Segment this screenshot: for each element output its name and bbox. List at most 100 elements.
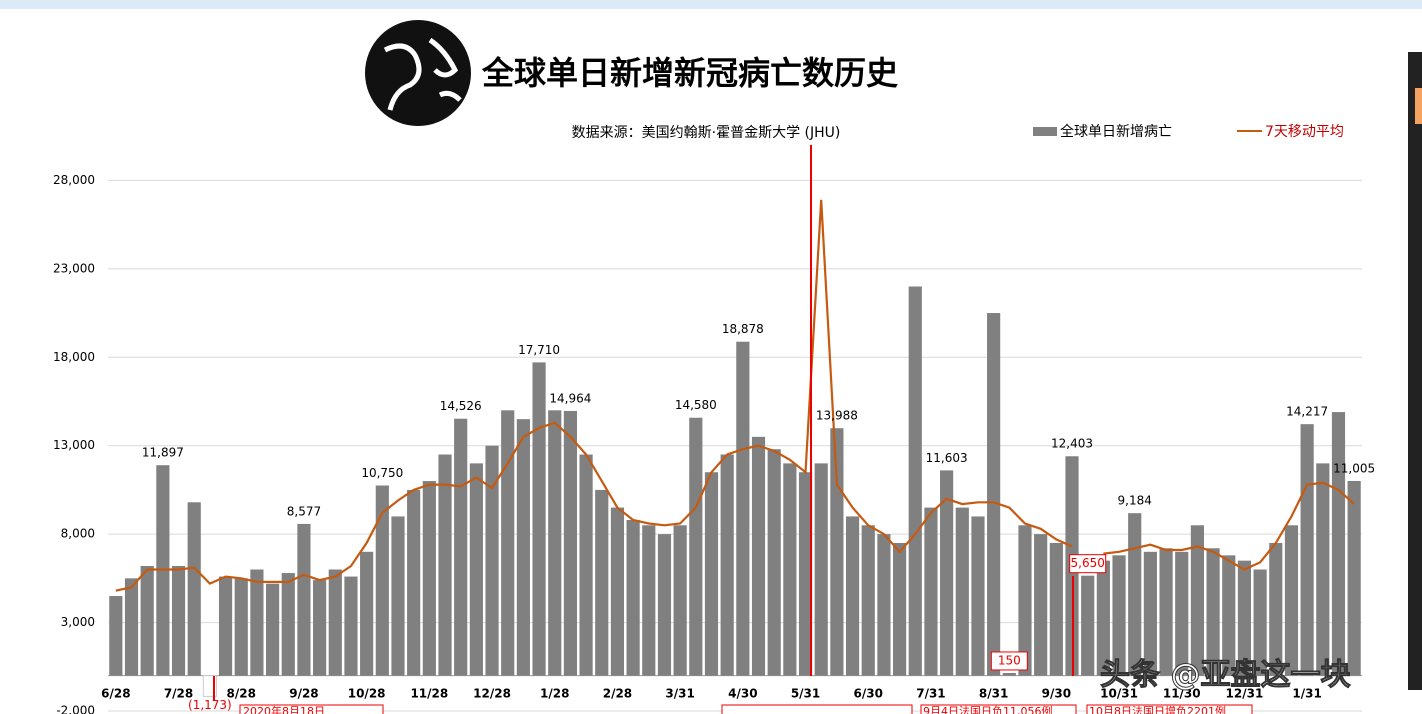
- data-label: 14,526: [440, 399, 482, 413]
- note: 9月4日法国日负11,056例: [923, 704, 1053, 714]
- bar: [579, 454, 593, 676]
- chart-subtitle: 数据来源：美国约翰斯·霍普金斯大学 (JHU): [572, 125, 841, 141]
- note-box: [721, 704, 913, 714]
- y-tick-label: 3,000: [61, 615, 95, 629]
- bar: [893, 542, 907, 676]
- bar: [689, 417, 703, 676]
- bar: [861, 525, 875, 676]
- data-label: 14,580: [675, 398, 717, 412]
- bar: [736, 341, 750, 676]
- bar: [171, 565, 186, 676]
- bar: [124, 578, 139, 676]
- bar: [501, 410, 515, 676]
- x-tick-label: 7/31: [916, 687, 945, 701]
- bar: [375, 485, 389, 676]
- x-tick-label: 11/28: [410, 687, 448, 701]
- bar: [563, 410, 577, 676]
- data-label: 13,988: [816, 409, 858, 423]
- bar: [454, 418, 468, 676]
- bar: [485, 445, 499, 676]
- bar: [407, 489, 421, 676]
- x-tick-label: 6/30: [854, 687, 883, 701]
- note: 2020年8月18日: [243, 704, 325, 714]
- bar: [297, 523, 311, 676]
- data-label: 11,603: [926, 451, 968, 465]
- bar: [344, 576, 358, 676]
- bar: [109, 596, 123, 676]
- note-box: [239, 704, 384, 714]
- x-tick-label: 5/31: [791, 687, 820, 701]
- bar: [642, 525, 656, 676]
- bar: [281, 573, 295, 676]
- bar: [1331, 412, 1346, 676]
- bar: [532, 362, 546, 676]
- bar: [877, 534, 891, 676]
- bar: [940, 470, 954, 676]
- bar: [1018, 525, 1032, 676]
- bar: [1237, 560, 1252, 676]
- bar: [187, 502, 201, 676]
- bar: [1159, 548, 1173, 676]
- note: 10月8日法国日增负2201例: [1089, 704, 1226, 714]
- bar: [1300, 424, 1314, 676]
- bar: [250, 569, 264, 676]
- label-box: [990, 651, 1028, 671]
- bar: [516, 419, 530, 676]
- bar: [798, 472, 813, 676]
- bar: [704, 472, 719, 676]
- x-tick-label: 10/31: [1100, 687, 1138, 701]
- bar: [783, 463, 797, 676]
- globe-land: [383, 37, 462, 111]
- bar: [1002, 672, 1016, 676]
- bar: [987, 313, 1001, 676]
- data-label: (1,173): [188, 698, 232, 712]
- bar: [1128, 513, 1142, 676]
- note-box: [1086, 704, 1253, 714]
- bar: [1206, 548, 1220, 676]
- x-tick-label: 12/31: [1226, 687, 1264, 701]
- side-tab: [1415, 88, 1422, 124]
- x-tick-label: 2/28: [603, 687, 632, 701]
- x-tick-label: 9/30: [1042, 687, 1071, 701]
- bar: [814, 463, 828, 676]
- bar: [438, 454, 452, 676]
- plot-area: -2,000 3,000 8,000 13,000 18,000 23,000 28,000…: [53, 173, 1375, 714]
- x-tick-label: 8/28: [227, 687, 256, 701]
- bar: [908, 286, 922, 676]
- x-tick-label: 12/28: [473, 687, 511, 701]
- x-tick-label: 10/28: [348, 687, 386, 701]
- bar: [548, 410, 562, 676]
- bar: [924, 507, 938, 676]
- x-tick-label: 3/31: [665, 687, 694, 701]
- bar: [595, 489, 609, 676]
- bar: [313, 580, 327, 676]
- bar: [140, 565, 154, 676]
- y-tick-label: 8,000: [61, 527, 95, 541]
- data-label: 150: [998, 653, 1021, 667]
- bar: [610, 507, 625, 676]
- legend-label: 全球单日新增病亡: [1060, 123, 1172, 140]
- y-tick-label: 13,000: [53, 438, 95, 452]
- bar: [720, 454, 734, 676]
- side-panel: [1408, 52, 1422, 690]
- bar: [1190, 525, 1204, 676]
- bar: [328, 569, 342, 676]
- bar: [955, 507, 969, 676]
- bar: [1316, 463, 1330, 676]
- bar: [360, 551, 374, 676]
- note-box: [920, 704, 1077, 714]
- data-label: 5,650: [1071, 556, 1105, 570]
- bar: [1034, 534, 1048, 676]
- data-label: 9,184: [1118, 494, 1152, 508]
- bar: [673, 525, 687, 676]
- top-strip: [0, 0, 1422, 9]
- label-box: [1069, 554, 1107, 574]
- bar: [1175, 551, 1189, 676]
- x-tick-label: 4/30: [728, 687, 757, 701]
- bar: [1143, 551, 1157, 676]
- data-label: 11,897: [142, 446, 184, 460]
- bar: [1112, 555, 1126, 676]
- x-tick-label: 1/31: [1292, 687, 1321, 701]
- x-tick-label: 11/30: [1163, 687, 1201, 701]
- watermark: 头条 @亚盘这一块: [1100, 658, 1350, 693]
